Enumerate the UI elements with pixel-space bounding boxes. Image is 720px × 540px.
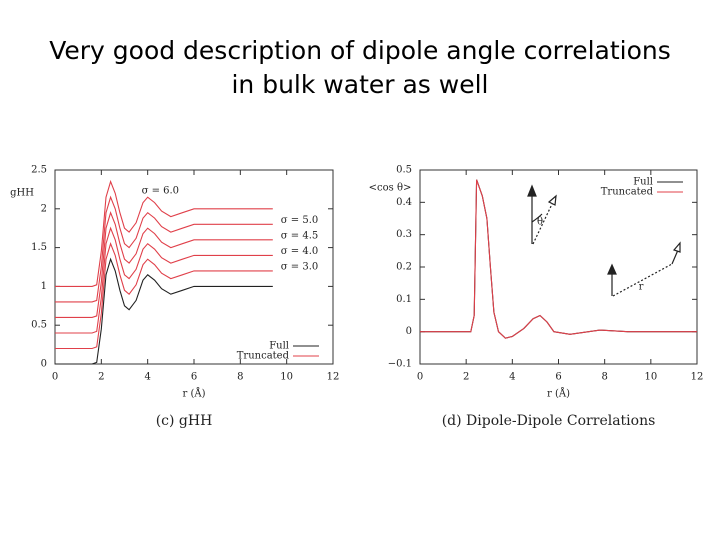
legend-label: Truncated (237, 351, 290, 362)
arrow (612, 263, 673, 297)
data-line (55, 242, 273, 350)
curve-label: σ = 5.0 (281, 215, 318, 226)
y-tick-label: 0.5 (396, 165, 412, 176)
x-tick-label: 12 (691, 372, 704, 383)
x-tick-label: 6 (191, 372, 197, 383)
arrowhead (527, 184, 537, 197)
curve-label: σ = 3.0 (281, 261, 318, 272)
slide-title: Very good description of dipole angle co… (49, 36, 671, 65)
y-axis-label: gHH (10, 188, 34, 199)
y-tick-label: 0.5 (31, 320, 47, 331)
arrowhead (672, 241, 681, 253)
plot-frame (419, 169, 698, 365)
dipole-inset (527, 184, 681, 297)
x-tick-label: 2 (98, 372, 104, 383)
x-tick-label: 4 (144, 372, 150, 383)
caption: (d) Dipole-Dipole Correlations (442, 413, 656, 429)
angle-arc (531, 213, 543, 223)
curve-label: σ = 6.0 (142, 186, 179, 197)
x-tick-label: 4 (509, 372, 515, 383)
legend-label: Full (633, 177, 653, 188)
data-line (420, 179, 697, 339)
y-tick-label: 0.4 (396, 197, 412, 208)
curve-label: σ = 4.0 (281, 246, 318, 257)
data-line (55, 179, 273, 287)
data-line (420, 179, 697, 339)
legend-label: Truncated (601, 187, 654, 198)
annotation: r (639, 282, 644, 293)
y-tick-label: −0.1 (388, 359, 412, 370)
y-tick-label: 1 (41, 281, 47, 292)
x-axis-label: r (Å) (183, 388, 206, 400)
x-tick-label: 10 (280, 372, 293, 383)
legend-label: Full (269, 341, 289, 352)
arrowhead (607, 263, 617, 275)
x-tick-label: 12 (327, 372, 340, 383)
y-tick-label: 0 (406, 326, 412, 337)
y-tick-label: 2 (41, 203, 47, 214)
y-tick-label: 1.5 (31, 242, 47, 253)
y-axis-label: <cos θ> (369, 183, 412, 194)
y-tick-label: 0.2 (396, 262, 412, 273)
data-line (55, 226, 273, 334)
y-tick-label: 0.1 (396, 294, 412, 305)
arrowhead (547, 194, 557, 206)
y-tick-label: 0.3 (396, 229, 412, 240)
y-tick-label: 2.5 (31, 165, 47, 176)
y-tick-label: 0 (41, 359, 47, 370)
arrow (671, 249, 679, 265)
data-line (55, 211, 273, 318)
x-tick-label: 8 (237, 372, 243, 383)
data-line (55, 257, 273, 365)
slide-title: in bulk water as well (231, 70, 488, 99)
x-tick-label: 6 (555, 372, 561, 383)
x-tick-label: 8 (601, 372, 607, 383)
x-axis-label: r (Å) (547, 388, 570, 400)
annotation: θ (537, 217, 543, 228)
curve-label: σ = 4.5 (281, 230, 318, 241)
x-tick-label: 0 (52, 372, 58, 383)
x-tick-label: 10 (644, 372, 657, 383)
x-tick-label: 2 (463, 372, 469, 383)
data-line (55, 195, 273, 303)
x-tick-label: 0 (417, 372, 423, 383)
caption: (c) gHH (156, 413, 213, 429)
